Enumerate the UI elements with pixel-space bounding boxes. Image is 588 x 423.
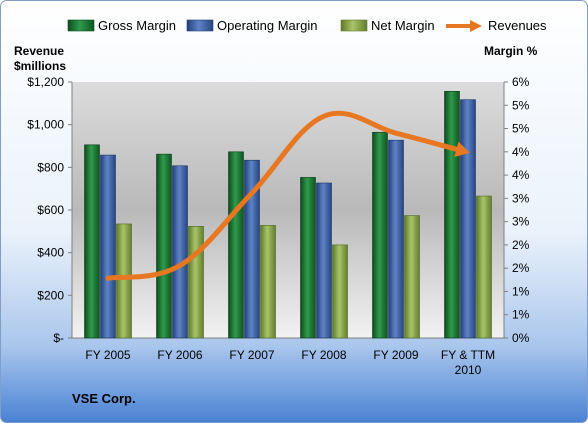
- revenue-series: [105, 110, 470, 281]
- bar-operating-margin: [100, 154, 116, 339]
- bar-net-margin: [476, 195, 492, 339]
- right-tick-label: 0%: [512, 331, 530, 345]
- left-axis-title-line2: $millions: [14, 59, 66, 73]
- bar-net-margin: [404, 215, 420, 339]
- right-tick-label: 3%: [512, 215, 530, 229]
- x-tick-label: FY 2007: [229, 348, 274, 362]
- bar-operating-margin: [316, 182, 332, 339]
- bar-operating-margin: [172, 165, 188, 339]
- bar-gross-margin: [372, 131, 388, 339]
- right-tick-label: 6%: [512, 75, 530, 89]
- x-tick-label: FY 2006: [157, 348, 202, 362]
- bar-operating-margin: [460, 99, 476, 339]
- company-label: VSE Corp.: [72, 391, 136, 406]
- left-tick-label: $1,200: [27, 75, 64, 89]
- right-tick-label: 5%: [512, 98, 530, 112]
- plot-area: [72, 82, 504, 338]
- x-axis: FY 2005 FY 2006 FY 2007 FY 2008 FY 2009 FY & …: [85, 348, 495, 377]
- bar-gross-margin: [300, 177, 316, 339]
- x-tick-label: FY 2009: [373, 348, 418, 362]
- legend-label-revenues: Revenues: [488, 18, 547, 33]
- x-tick-label: FY 2005: [85, 348, 130, 362]
- legend-label-operating-margin: Operating Margin: [217, 18, 317, 33]
- bars: [84, 91, 492, 339]
- right-tick-label: 1%: [512, 284, 530, 298]
- left-axis: $- $200 $400 $600 $800 $1,000 $1,200: [27, 75, 504, 345]
- left-tick-label: $1,000: [27, 118, 64, 132]
- legend: Gross Margin Operating Margin Net Margin…: [67, 18, 547, 33]
- bar-net-margin: [332, 244, 348, 339]
- bar-gross-margin: [84, 144, 100, 339]
- legend-swatch-operating-margin: [186, 19, 214, 32]
- right-tick-label: 2%: [512, 261, 530, 275]
- x-tick-label: FY & TTM: [441, 348, 495, 362]
- bar-net-margin: [116, 223, 132, 339]
- left-tick-label: $400: [37, 246, 64, 260]
- right-tick-label: 4%: [512, 145, 530, 159]
- bar-gross-margin: [228, 151, 244, 339]
- bar-operating-margin: [244, 159, 260, 339]
- legend-swatch-net-margin: [340, 19, 368, 32]
- legend-swatch-gross-margin: [67, 19, 95, 32]
- left-axis-title-line1: Revenue: [14, 44, 64, 58]
- right-tick-label: 1%: [512, 308, 530, 322]
- right-tick-label: 5%: [512, 122, 530, 136]
- bar-gross-margin: [156, 153, 172, 339]
- bar-net-margin: [188, 225, 204, 339]
- legend-arrow-revenues-icon: [470, 20, 482, 32]
- revenue-line: [105, 110, 463, 281]
- legend-label-gross-margin: Gross Margin: [98, 18, 176, 33]
- left-tick-label: $600: [37, 203, 64, 217]
- bar-gross-margin: [444, 91, 460, 339]
- legend-label-net-margin: Net Margin: [371, 18, 435, 33]
- right-axis: 0% 1% 1% 2% 2% 3% 3% 4% 4% 5% 5% 6%: [503, 75, 530, 345]
- right-tick-label: 3%: [512, 191, 530, 205]
- bar-net-margin: [260, 225, 276, 339]
- bar-operating-margin: [388, 139, 404, 339]
- revenue-arrowhead: [454, 141, 470, 158]
- left-tick-label: $-: [53, 331, 64, 345]
- right-tick-label: 4%: [512, 168, 530, 182]
- right-tick-label: 2%: [512, 238, 530, 252]
- right-axis-title: Margin %: [484, 44, 538, 58]
- left-tick-label: $800: [37, 160, 64, 174]
- left-tick-label: $200: [37, 288, 64, 302]
- x-tick-label-line2: 2010: [455, 363, 482, 377]
- x-tick-label: FY 2008: [301, 348, 346, 362]
